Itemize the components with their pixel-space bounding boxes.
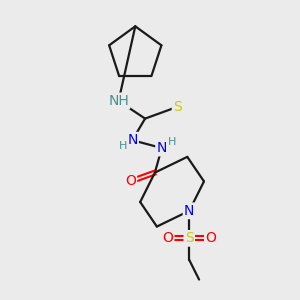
Text: NH: NH: [108, 94, 129, 108]
Text: S: S: [185, 231, 194, 245]
Text: S: S: [173, 100, 182, 114]
Text: O: O: [162, 231, 173, 245]
Text: N: N: [127, 133, 137, 147]
Text: H: H: [119, 141, 128, 151]
Text: O: O: [206, 231, 216, 245]
Text: O: O: [125, 174, 136, 188]
Text: H: H: [167, 137, 176, 147]
Text: N: N: [184, 204, 194, 218]
Text: N: N: [157, 141, 167, 155]
